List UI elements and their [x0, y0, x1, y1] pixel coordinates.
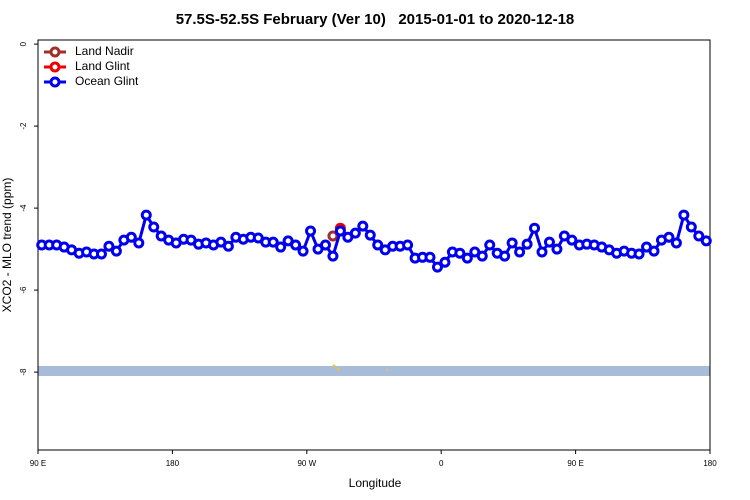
x-axis-label: Longitude — [349, 476, 402, 490]
point — [222, 240, 234, 252]
point — [133, 237, 145, 249]
x-tick-label: 90 W — [297, 459, 316, 468]
point — [275, 241, 287, 253]
x-tick-label: 90 E — [567, 459, 583, 468]
y-axis-label: XCO2 - MLO trend (ppm) — [0, 178, 14, 313]
point — [319, 239, 331, 251]
y-tick-label: -4 — [19, 204, 28, 212]
point — [543, 236, 555, 248]
point — [290, 239, 302, 251]
point — [648, 245, 660, 257]
y-tick-label: -8 — [19, 368, 28, 376]
point — [103, 240, 115, 252]
point — [514, 246, 526, 258]
point — [566, 234, 578, 246]
point — [125, 231, 137, 243]
point — [424, 251, 436, 263]
point — [140, 209, 152, 221]
x-tick-label: 180 — [166, 459, 180, 468]
land-speck — [332, 364, 336, 368]
point — [431, 261, 443, 273]
point — [670, 237, 682, 249]
point — [700, 235, 712, 247]
point — [633, 248, 645, 260]
point — [372, 239, 384, 251]
legend-marker — [49, 76, 61, 88]
point — [499, 250, 511, 262]
land-strip — [38, 366, 710, 376]
land-speck — [386, 369, 388, 371]
chart-title: 57.5S-52.5S February (Ver 10) 2015-01-01… — [176, 11, 575, 28]
legend-label: Ocean Glint — [75, 74, 139, 88]
point — [484, 239, 496, 251]
legend-marker — [49, 61, 61, 73]
y-tick-label: 0 — [19, 41, 28, 46]
legend-marker — [49, 46, 61, 58]
point — [678, 209, 690, 221]
point — [402, 239, 414, 251]
point — [334, 225, 346, 237]
point — [506, 237, 518, 249]
point — [327, 230, 339, 242]
point — [95, 248, 107, 260]
y-tick-label: -6 — [19, 286, 28, 294]
legend-label: Land Glint — [75, 59, 130, 73]
legend-label: Land Nadir — [75, 44, 134, 58]
point — [476, 250, 488, 262]
point — [305, 225, 317, 237]
x-tick-label: 90 E — [30, 459, 46, 468]
point — [148, 221, 160, 233]
point — [663, 231, 675, 243]
x-tick-label: 180 — [703, 459, 717, 468]
y-tick-label: -2 — [19, 122, 28, 130]
point — [461, 252, 473, 264]
point — [454, 247, 466, 259]
point — [693, 230, 705, 242]
point — [521, 238, 533, 250]
point — [685, 221, 697, 233]
x-tick-label: 0 — [439, 459, 444, 468]
point — [364, 229, 376, 241]
point — [529, 222, 541, 234]
point — [327, 250, 339, 262]
point — [267, 236, 279, 248]
point — [439, 256, 451, 268]
point — [551, 243, 563, 255]
point — [349, 227, 361, 239]
point — [297, 245, 309, 257]
point — [110, 245, 122, 257]
point — [536, 246, 548, 258]
land-speck — [336, 367, 340, 371]
point — [357, 220, 369, 232]
